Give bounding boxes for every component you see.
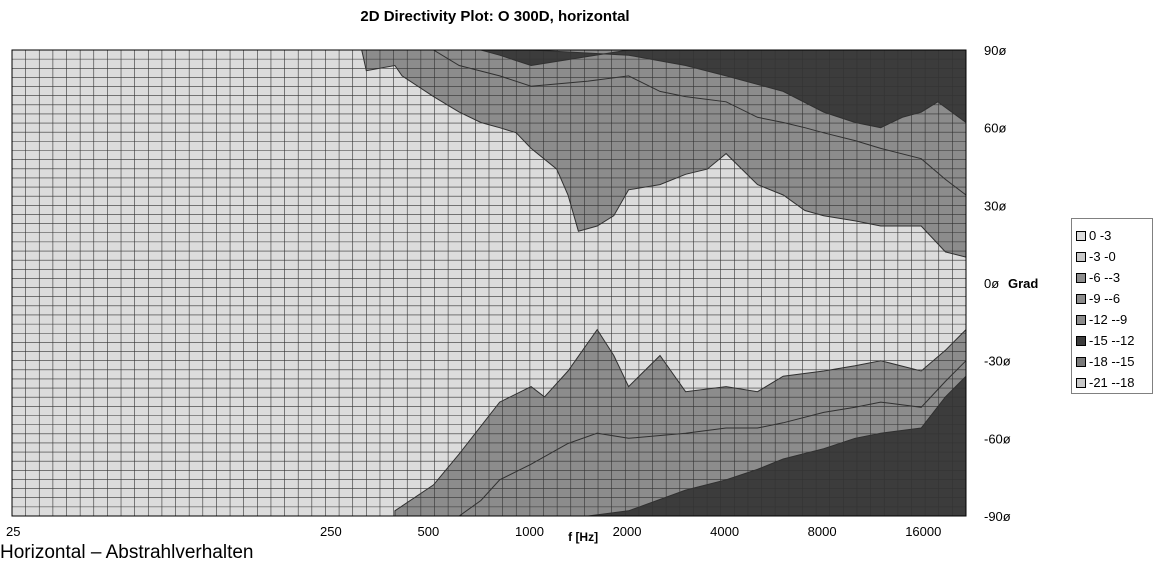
x-tick-label: 500: [418, 524, 440, 539]
legend-label: -12 --9: [1089, 312, 1128, 327]
legend-label: -15 --12: [1089, 333, 1135, 348]
legend-swatch: [1076, 272, 1086, 283]
chart-title: 2D Directivity Plot: O 300D, horizontal: [360, 8, 630, 25]
y-tick-label: 0ø: [984, 276, 999, 291]
legend-label: -21 --18: [1089, 375, 1135, 390]
legend-label: -6 --3: [1089, 270, 1121, 285]
legend-label: -18 --15: [1089, 354, 1135, 369]
legend: 0 -3 -3 -0 -6 --3 -9 --6 -12 --9 -15 --12 -18 …: [1071, 218, 1153, 394]
legend-swatch: [1076, 230, 1086, 241]
x-tick-label: 250: [320, 524, 342, 539]
contour-band-lower-1: [12, 359, 967, 517]
y-tick-label: 90ø: [984, 43, 1006, 58]
legend-item: -21 --18: [1076, 372, 1152, 393]
legend-swatch: [1076, 356, 1086, 367]
legend-item: -18 --15: [1076, 351, 1152, 372]
x-tick-label: 2000: [613, 524, 642, 539]
legend-item: -3 -0: [1076, 246, 1152, 267]
legend-swatch: [1076, 335, 1086, 346]
y-tick-label: -30ø: [984, 354, 1011, 369]
legend-item: -9 --6: [1076, 288, 1152, 309]
grid-lines: [11, 49, 967, 517]
plot-border: [11, 49, 967, 517]
axis-ticks: 25 250 500 1000 2000 4000 8000 16000 90ø 60ø 30ø 0ø…: [6, 43, 1038, 539]
legend-swatch: [1076, 293, 1086, 304]
legend-swatch: [1076, 251, 1086, 262]
y-tick-label: 30ø: [984, 198, 1006, 213]
legend-label: -3 -0: [1089, 249, 1116, 264]
legend-label: 0 -3: [1089, 228, 1112, 243]
legend-swatch: [1076, 377, 1086, 388]
y-axis-unit-label: Grad: [1008, 276, 1038, 291]
legend-item: -15 --12: [1076, 330, 1152, 351]
x-tick-label: 25: [6, 524, 20, 539]
x-tick-label: 16000: [905, 524, 941, 539]
x-axis-label: f [Hz]: [568, 530, 599, 544]
y-tick-label: -90ø: [984, 509, 1011, 524]
caption-text: Horizontal – Abstrahlverhalten: [0, 542, 254, 563]
legend-item: -12 --9: [1076, 309, 1152, 330]
contour-band-upper-2: [12, 49, 967, 129]
x-tick-label: 8000: [808, 524, 837, 539]
x-tick-label: 4000: [710, 524, 739, 539]
x-tick-label: 1000: [515, 524, 544, 539]
y-tick-label: -60ø: [984, 431, 1011, 446]
legend-item: -6 --3: [1076, 267, 1152, 288]
legend-label: -9 --6: [1089, 291, 1121, 306]
legend-swatch: [1076, 314, 1086, 325]
y-tick-label: 60ø: [984, 121, 1006, 136]
legend-item: 0 -3: [1076, 225, 1152, 246]
contour-band-lower-2: [12, 374, 967, 517]
